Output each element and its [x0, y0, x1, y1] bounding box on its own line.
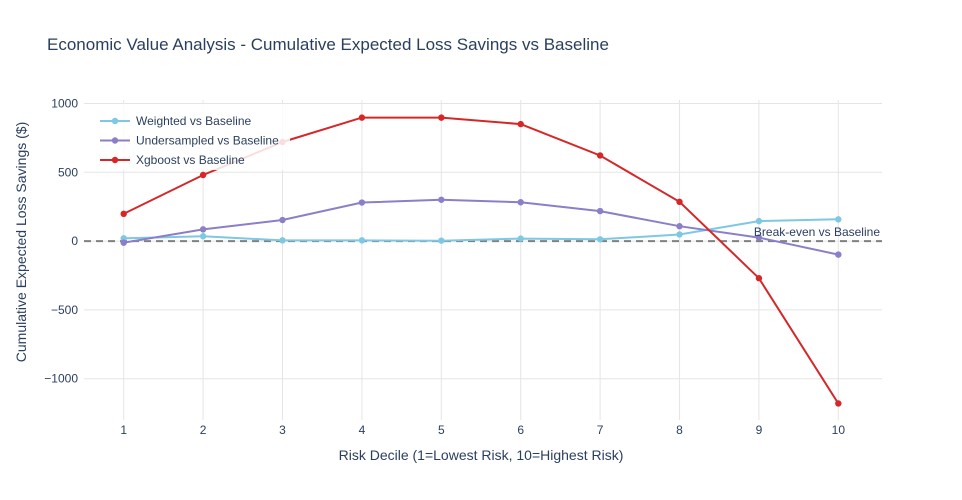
break-even-label: Break-even vs Baseline: [754, 225, 880, 239]
series-2-point-6[interactable]: [517, 199, 524, 206]
series-1-point-10[interactable]: [835, 216, 842, 223]
series-2-point-10[interactable]: [835, 251, 842, 258]
series-1-point-6[interactable]: [517, 235, 524, 242]
series-2-point-3[interactable]: [279, 216, 286, 224]
legend-swatch-marker-2: [111, 137, 119, 144]
series-3-point-6[interactable]: [517, 120, 524, 128]
series-1-point-3[interactable]: [279, 237, 286, 244]
series-2-point-7[interactable]: [596, 207, 604, 215]
series-2-point-9[interactable]: [755, 234, 763, 241]
series-3-point-5[interactable]: [438, 114, 445, 121]
x-tick-label-8: 8: [676, 423, 683, 437]
series-3-point-1[interactable]: [120, 210, 127, 218]
series-3-point-8[interactable]: [676, 198, 683, 206]
series-2-point-1[interactable]: [120, 239, 127, 246]
x-tick-label-6: 6: [517, 423, 524, 437]
series-2-point-2[interactable]: [199, 226, 207, 233]
x-axis-title: Risk Decile (1=Lowest Risk, 10=Highest R…: [339, 447, 624, 463]
x-tick-label-5: 5: [438, 423, 445, 437]
series-line-1: [123, 218, 839, 242]
y-tick-label-4: −500: [51, 303, 78, 317]
series-1-point-1[interactable]: [120, 235, 127, 242]
series-3-point-10[interactable]: [835, 400, 842, 407]
series-1-point-9[interactable]: [755, 217, 763, 225]
x-tick-label-2: 2: [200, 423, 207, 437]
series-3-point-2[interactable]: [199, 171, 207, 179]
series-2: [120, 196, 842, 258]
series-line-2: [123, 198, 839, 256]
series-1-point-2[interactable]: [199, 233, 207, 240]
y-tick-label-2: 500: [58, 165, 78, 179]
legend[interactable]: Weighted vs Baseline Undersampled vs Base…: [94, 104, 290, 170]
legend-label-1: Weighted vs Baseline: [136, 114, 252, 128]
series-2-point-5[interactable]: [438, 196, 445, 203]
legend-swatch-marker-1: [111, 117, 119, 125]
y-tick-label-5: −1000: [44, 372, 78, 386]
series-1-point-4[interactable]: [358, 237, 366, 244]
x-tick-label-9: 9: [756, 423, 763, 437]
legend-item-1[interactable]: Weighted vs Baseline: [100, 114, 252, 128]
legend-item-3[interactable]: Xgboost vs Baseline: [100, 153, 245, 167]
series-1: [120, 216, 842, 244]
x-tick-label-7: 7: [597, 423, 604, 437]
y-tick-labels: 1000 500 0 −500 −1000: [44, 96, 78, 385]
legend-swatch-marker-3: [111, 156, 119, 164]
legend-label-3: Xgboost vs Baseline: [136, 153, 245, 167]
series-1-point-8[interactable]: [676, 231, 683, 238]
x-tick-labels: 1 2 3 4 5 6 7 8 9 10: [120, 423, 845, 437]
series-3-point-9[interactable]: [755, 275, 763, 282]
x-tick-label-3: 3: [279, 423, 286, 437]
series-3-point-4[interactable]: [358, 114, 366, 121]
y-axis-title: Cumulative Expected Loss Savings ($): [13, 122, 29, 362]
y-tick-label-1: 1000: [51, 96, 78, 110]
series-3-point-7[interactable]: [596, 152, 604, 159]
x-tick-label-10: 10: [832, 423, 846, 437]
chart-title: Economic Value Analysis - Cumulative Exp…: [47, 35, 609, 54]
x-tick-label-4: 4: [359, 423, 366, 437]
x-tick-label-1: 1: [120, 423, 127, 437]
series-1-point-5[interactable]: [438, 237, 445, 244]
y-tick-label-3: 0: [71, 234, 78, 248]
series-2-point-4[interactable]: [358, 199, 366, 206]
legend-label-2: Undersampled vs Baseline: [136, 134, 279, 148]
series-1-point-7[interactable]: [596, 236, 604, 243]
legend-item-2[interactable]: Undersampled vs Baseline: [100, 134, 279, 148]
series-2-point-8[interactable]: [676, 223, 683, 230]
